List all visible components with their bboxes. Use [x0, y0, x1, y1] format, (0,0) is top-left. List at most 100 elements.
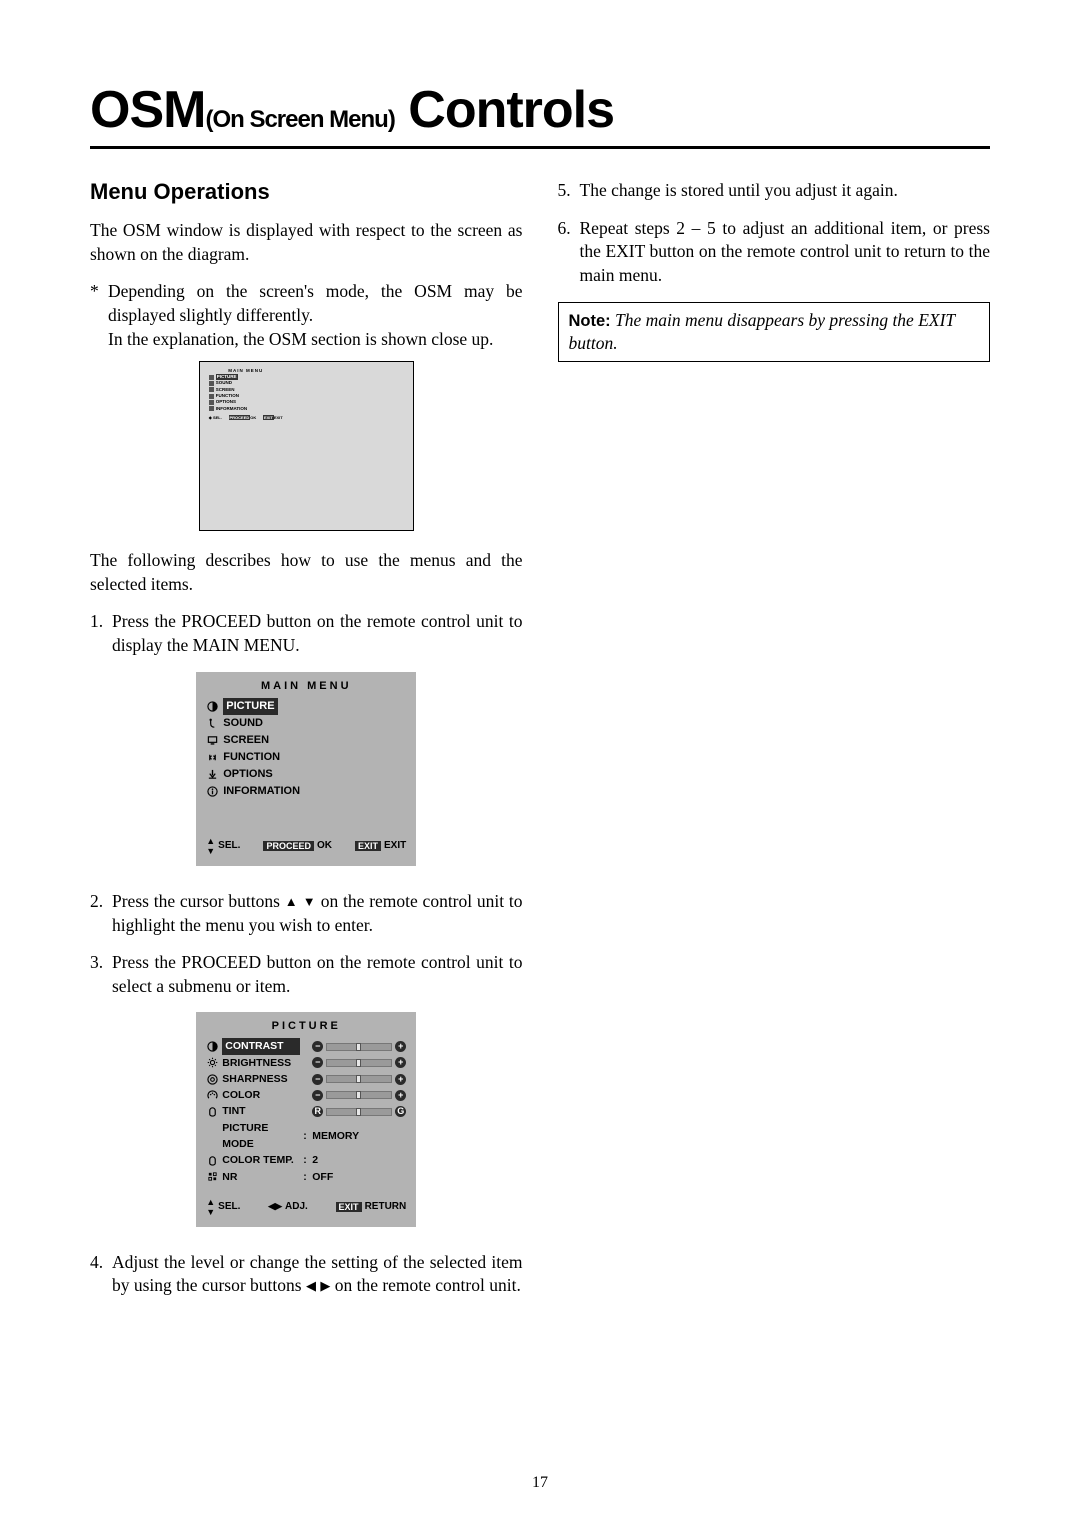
slider-minus-icon: −: [312, 1090, 323, 1101]
slider: −+: [312, 1090, 406, 1101]
title-pre: OSM: [90, 81, 205, 139]
menu-label: SCREEN: [223, 732, 269, 749]
main-menu-item-picture: PICTURE: [206, 698, 406, 715]
picture-row-picturemode: PICTURE MODE: MEMORY: [206, 1120, 406, 1153]
function-icon: [206, 751, 219, 763]
two-column-layout: Menu Operations The OSM window is displa…: [90, 179, 990, 1312]
picture-row-value: MEMORY: [312, 1128, 406, 1144]
note-text: The main menu disappears by pressing the…: [569, 310, 955, 353]
updown-icon: ▲▼: [206, 1197, 215, 1217]
step-2: Press the cursor buttons ▲ ▼ on the remo…: [90, 890, 523, 937]
menu-label: INFORMATION: [223, 783, 300, 800]
slider: RG: [312, 1106, 406, 1117]
right-column: The change is stored until you adjust it…: [558, 179, 991, 1312]
step-4: Adjust the level or change the setting o…: [90, 1251, 523, 1298]
updown-icon: ▲▼: [206, 836, 215, 856]
title-post: Controls: [395, 81, 614, 139]
title-sub: (On Screen Menu): [205, 106, 394, 133]
picture-row-contrast: CONTRAST−+: [206, 1038, 406, 1054]
function-icon: [209, 394, 214, 399]
slider: −+: [312, 1041, 406, 1052]
down-triangle-icon: ▼: [303, 894, 316, 909]
leftright-icon: ◀▶: [268, 1201, 282, 1212]
picture-row-brightness: BRIGHTNESS−+: [206, 1055, 406, 1071]
main-menu-item-information: INFORMATION: [206, 783, 406, 800]
mini-osm-title: MAIN MENU: [206, 367, 286, 374]
slider-thumb: [356, 1108, 361, 1116]
slider-track: [326, 1059, 392, 1067]
step-5: The change is stored until you adjust it…: [558, 179, 991, 203]
options-icon: [209, 400, 214, 405]
mini-exit: EXITEXIT: [263, 415, 283, 420]
picture-row-sharpness: SHARPNESS−+: [206, 1071, 406, 1087]
picture-menu-items: CONTRAST−+BRIGHTNESS−+SHARPNESS−+COLOR−+…: [206, 1038, 406, 1184]
slider-plus-icon: +: [395, 1041, 406, 1052]
picture-row-label: COLOR: [222, 1087, 300, 1103]
picture-menu-osm: PICTURE CONTRAST−+BRIGHTNESS−+SHARPNESS−…: [196, 1012, 416, 1226]
section-heading: Menu Operations: [90, 179, 523, 205]
picturemode-icon: [206, 1130, 219, 1142]
picture-row-label: COLOR TEMP.: [222, 1152, 300, 1168]
picture-row-value: 2: [312, 1152, 406, 1168]
colortemp-icon: [206, 1154, 219, 1166]
picture-row-label: BRIGHTNESS: [222, 1055, 300, 1071]
slider-plus-icon: +: [395, 1057, 406, 1068]
main-menu-item-options: OPTIONS: [206, 766, 406, 783]
left-column: Menu Operations The OSM window is displa…: [90, 179, 523, 1312]
up-triangle-icon: ▲: [285, 894, 298, 909]
tint-icon: [206, 1106, 219, 1118]
mini-osm-panel: MAIN MENU PICTURESOUNDSCREENFUNCTIONOPTI…: [206, 367, 286, 420]
slider-plus-icon: +: [395, 1090, 406, 1101]
sharpness-icon: [206, 1073, 219, 1085]
asterisk-line2: In the explanation, the OSM section is s…: [108, 329, 493, 349]
left-triangle-icon: ◀: [306, 1278, 316, 1293]
note-box: Note: The main menu disappears by pressi…: [558, 302, 991, 362]
intro-paragraph: The OSM window is displayed with respect…: [90, 219, 523, 266]
asterisk-note: * Depending on the screen's mode, the OS…: [90, 280, 523, 351]
asterisk-mark: *: [90, 280, 108, 351]
color-icon: [206, 1089, 219, 1101]
mini-osm-list: PICTURESOUNDSCREENFUNCTIONOPTIONSINFORMA…: [206, 374, 286, 412]
slider: −+: [312, 1057, 406, 1068]
screen-icon: [206, 734, 219, 746]
page-number: 17: [532, 1474, 548, 1492]
picture-row-value: OFF: [312, 1169, 406, 1185]
picture-menu-title: PICTURE: [206, 1020, 406, 1032]
contrast-icon: [206, 1041, 219, 1053]
main-menu-item-function: FUNCTION: [206, 749, 406, 766]
step-6: Repeat steps 2 – 5 to adjust an addition…: [558, 217, 991, 288]
main-menu-item-sound: SOUND: [206, 715, 406, 732]
footer-sel: ▲▼SEL.: [206, 836, 240, 856]
picture-row-nr: NR: OFF: [206, 1169, 406, 1185]
steps-list-left-3: Adjust the level or change the setting o…: [90, 1251, 523, 1298]
steps-list-left: Press the PROCEED button on the remote c…: [90, 610, 523, 657]
slider-plus-icon: +: [395, 1074, 406, 1085]
picture-footer-return: EXITRETURN: [336, 1201, 407, 1212]
menu-label: FUNCTION: [223, 749, 280, 766]
mini-osm-footer: ◆ SEL. PROCEEDOK EXITEXIT: [206, 412, 286, 420]
slider: −+: [312, 1074, 406, 1085]
picture-row-label: SHARPNESS: [222, 1071, 300, 1087]
after-mini-paragraph: The following describes how to use the m…: [90, 549, 523, 596]
slider-track: [326, 1043, 392, 1051]
nr-icon: [206, 1171, 219, 1183]
slider-plus-icon: G: [395, 1106, 406, 1117]
picture-row-label: PICTURE MODE: [222, 1120, 300, 1153]
picture-icon: [209, 375, 214, 380]
slider-track: [326, 1091, 392, 1099]
slider-minus-icon: −: [312, 1074, 323, 1085]
picture-menu-footer: ▲▼SEL. ◀▶ADJ. EXITRETURN: [206, 1197, 406, 1217]
slider-thumb: [356, 1059, 361, 1067]
slider-thumb: [356, 1043, 361, 1051]
slider-minus-icon: R: [312, 1106, 323, 1117]
main-menu-osm: MAIN MENU PICTURESOUNDSCREENFUNCTIONOPTI…: [196, 672, 416, 866]
slider-thumb: [356, 1091, 361, 1099]
slider-track: [326, 1075, 392, 1083]
steps-list-left-2: Press the cursor buttons ▲ ▼ on the remo…: [90, 890, 523, 999]
footer-exit: EXITEXIT: [355, 840, 406, 851]
main-menu-footer: ▲▼SEL. PROCEEDOK EXITEXIT: [206, 836, 406, 856]
step-3: Press the PROCEED button on the remote c…: [90, 951, 523, 998]
note-label: Note:: [569, 312, 611, 330]
slider-minus-icon: −: [312, 1057, 323, 1068]
page-title: OSM(On Screen Menu) Controls: [90, 80, 990, 149]
